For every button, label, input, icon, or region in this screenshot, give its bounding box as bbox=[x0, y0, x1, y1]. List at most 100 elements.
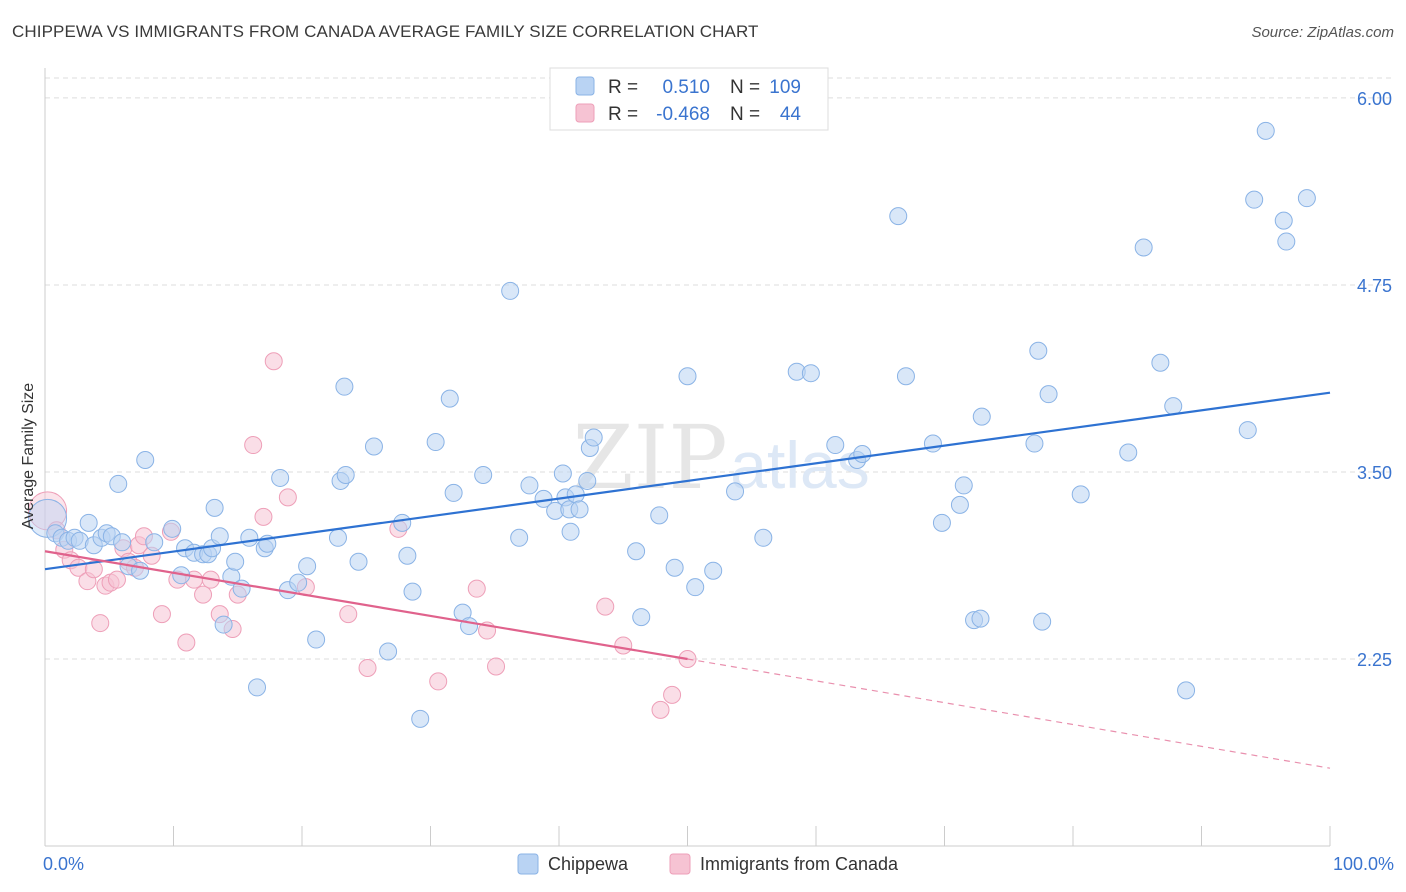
canada-point bbox=[84, 560, 103, 579]
chippewa-point bbox=[426, 433, 445, 452]
chippewa-point bbox=[801, 364, 820, 383]
chippewa-point bbox=[501, 281, 520, 300]
canada-point bbox=[264, 352, 283, 371]
chippewa-point bbox=[411, 709, 430, 728]
canada-point bbox=[152, 605, 171, 624]
chippewa-point bbox=[704, 561, 723, 580]
y-axis-label: Average Family Size bbox=[20, 383, 37, 530]
legend-label-chippewa: Chippewa bbox=[548, 854, 629, 874]
stats-r-label: R = bbox=[608, 77, 638, 98]
canada-point bbox=[596, 597, 615, 616]
legend-swatch-chippewa bbox=[517, 853, 539, 875]
stats-n-label: N = bbox=[730, 77, 760, 98]
chippewa-point bbox=[328, 528, 347, 547]
chippewa-point bbox=[570, 500, 589, 519]
canada-point bbox=[107, 570, 126, 589]
chippewa-point bbox=[510, 528, 529, 547]
chippewa-point bbox=[226, 552, 245, 571]
chippewa-point bbox=[271, 468, 290, 487]
chippewa-point bbox=[336, 465, 355, 484]
chippewa-point bbox=[627, 542, 646, 561]
chippewa-point bbox=[950, 495, 969, 514]
chippewa-point bbox=[1274, 211, 1293, 230]
y-tick-label: 3.50 bbox=[1357, 463, 1392, 483]
canada-point bbox=[614, 636, 633, 655]
chippewa-point bbox=[214, 615, 233, 634]
chippewa-point bbox=[1238, 421, 1257, 440]
legend-swatch-canada bbox=[669, 853, 691, 875]
chippewa-point bbox=[678, 367, 697, 386]
y-tick-label: 4.75 bbox=[1357, 276, 1392, 296]
chippewa-point bbox=[298, 557, 317, 576]
chippewa-point bbox=[163, 519, 182, 538]
chippewa-point bbox=[1071, 485, 1090, 504]
chippewa-point bbox=[754, 528, 773, 547]
canada-point bbox=[339, 605, 358, 624]
chippewa-point bbox=[210, 527, 229, 546]
chippewa-point bbox=[1277, 232, 1296, 251]
canada-point bbox=[177, 633, 196, 652]
chippewa-point bbox=[972, 407, 991, 426]
chippewa-point bbox=[632, 608, 651, 627]
source-credit: Source: ZipAtlas.com bbox=[1251, 24, 1394, 41]
canada-point bbox=[244, 436, 263, 455]
chippewa-point bbox=[136, 450, 155, 469]
tick-labels: 2.25 3.50 4.75 6.00 0.0% 100.0% bbox=[43, 89, 1394, 874]
chippewa-point bbox=[109, 474, 128, 493]
x-tick-label: 100.0% bbox=[1333, 854, 1394, 874]
canada-trend-line bbox=[44, 550, 688, 661]
chippewa-point bbox=[971, 609, 990, 628]
canada-point bbox=[467, 579, 486, 598]
chippewa-point bbox=[650, 506, 669, 525]
chippewa-point bbox=[1033, 612, 1052, 631]
watermark-zip: ZIP bbox=[572, 406, 727, 509]
watermark: ZIP atlas bbox=[572, 406, 869, 509]
chippewa-point bbox=[889, 207, 908, 226]
y-tick-label: 6.00 bbox=[1357, 89, 1392, 109]
chippewa-point bbox=[1119, 443, 1138, 462]
y-tick-label: 2.25 bbox=[1357, 650, 1392, 670]
chippewa-point bbox=[398, 546, 417, 565]
canada-point bbox=[194, 585, 213, 604]
canada-point bbox=[487, 657, 506, 676]
chippewa-point bbox=[131, 561, 150, 580]
stats-r-value: -0.468 bbox=[656, 104, 710, 125]
canada-trend-extension bbox=[687, 658, 1331, 769]
trend-lines bbox=[44, 391, 1331, 769]
chippewa-point bbox=[474, 465, 493, 484]
chippewa-point bbox=[79, 513, 98, 532]
chippewa-point bbox=[1164, 397, 1183, 416]
chippewa-point bbox=[379, 642, 398, 661]
chippewa-point bbox=[665, 558, 684, 577]
chippewa-point bbox=[932, 513, 951, 532]
chippewa-point bbox=[240, 528, 259, 547]
chippewa-point bbox=[205, 498, 224, 517]
chippewa-point bbox=[726, 482, 745, 501]
chippewa-point bbox=[578, 471, 597, 490]
chippewa-point bbox=[289, 573, 308, 592]
chippewa-point bbox=[1029, 341, 1048, 360]
canada-point bbox=[663, 685, 682, 704]
stats-r-value: 0.510 bbox=[662, 77, 710, 98]
chippewa-point bbox=[248, 678, 267, 697]
chippewa-point bbox=[520, 476, 539, 495]
chippewa-point bbox=[954, 476, 973, 495]
chippewa-point bbox=[113, 533, 132, 552]
stats-n-value: 44 bbox=[780, 104, 802, 125]
chippewa-point bbox=[364, 437, 383, 456]
stats-n-label: N = bbox=[730, 104, 760, 125]
chippewa-point bbox=[584, 428, 603, 447]
chippewa-point bbox=[1039, 385, 1058, 404]
chippewa-point bbox=[444, 483, 463, 502]
chippewa-point bbox=[686, 578, 705, 597]
chippewa-point bbox=[853, 445, 872, 464]
chippewa-point bbox=[460, 617, 479, 636]
chippewa-point bbox=[1134, 238, 1153, 257]
canada-point bbox=[358, 658, 377, 677]
chippewa-point bbox=[561, 522, 580, 541]
chippewa-point bbox=[335, 377, 354, 396]
stats-r-label: R = bbox=[608, 104, 638, 125]
chippewa-point bbox=[349, 552, 368, 571]
chippewa-point bbox=[1256, 121, 1275, 140]
